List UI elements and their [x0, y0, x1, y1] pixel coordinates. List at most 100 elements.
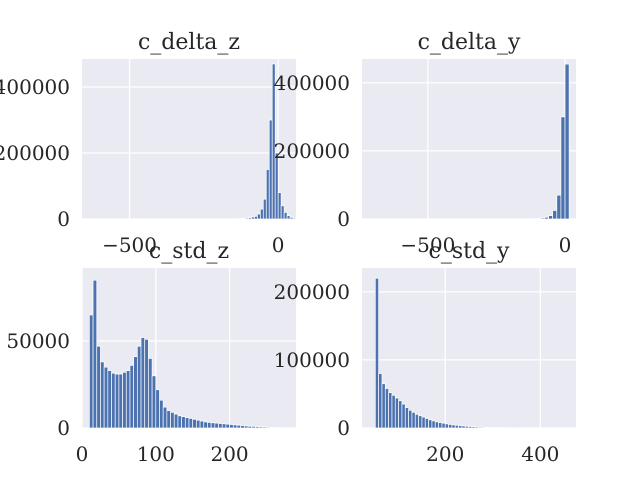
histogram-bar: [247, 425, 253, 429]
x-tick-label: 0: [559, 233, 572, 257]
histogram-bar: [96, 345, 101, 429]
histogram-bar: [103, 366, 109, 429]
histogram-bar: [242, 217, 246, 220]
histogram-bar: [225, 423, 230, 429]
subplot-title: c_std_y: [429, 239, 511, 264]
histogram-bar: [398, 400, 403, 429]
x-tick-label: 100: [137, 442, 175, 466]
histogram-bar: [280, 205, 285, 220]
histogram-bar: [118, 373, 123, 429]
x-tick-label: 0: [272, 233, 285, 257]
plot-background: [362, 59, 576, 219]
subplot-c-std-y: c_std_y 200 400 0 100000 200000: [274, 239, 576, 466]
histogram-bar: [411, 411, 416, 429]
histogram-bar: [266, 426, 271, 429]
histogram-bar: [269, 426, 275, 429]
histogram-bar: [394, 397, 399, 429]
histogram-bar: [255, 426, 260, 429]
histogram-bar: [414, 414, 419, 429]
histogram-bar: [245, 217, 249, 220]
histogram-bar: [404, 407, 409, 429]
histogram-bar: [199, 420, 205, 429]
x-tick-label: 200: [426, 442, 464, 466]
y-tick-label: 200000: [0, 141, 70, 165]
histogram-bar: [92, 279, 98, 429]
histogram-bar: [539, 217, 545, 220]
histogram-bar: [89, 314, 94, 429]
histogram-bar: [378, 373, 383, 429]
histogram-bar: [418, 415, 423, 429]
histogram-bar: [229, 424, 234, 429]
y-tick-label: 200000: [274, 280, 350, 304]
histogram-bar: [388, 392, 393, 429]
histogram-bar: [461, 425, 466, 429]
histogram-bar: [274, 152, 279, 220]
histogram-bar: [144, 338, 149, 429]
histogram-bar: [556, 194, 562, 220]
subplot-title: c_delta_y: [418, 30, 521, 55]
histogram-bar: [254, 216, 258, 220]
histogram-bar: [214, 422, 219, 429]
histogram-bar: [544, 216, 549, 220]
histogram-bar: [125, 370, 131, 429]
histogram-bar: [552, 210, 558, 220]
histogram-bar: [210, 422, 216, 429]
y-tick-label: 400000: [274, 71, 350, 95]
histogram-bar: [173, 413, 179, 429]
histogram-bar: [107, 370, 112, 429]
histogram-bar: [155, 389, 160, 429]
histogram-bar: [564, 63, 570, 220]
histogram-bar: [431, 420, 436, 429]
y-tick-label: 50000: [6, 329, 70, 353]
histogram-bar: [458, 425, 463, 429]
histogram-bar: [273, 427, 278, 429]
histogram-bar: [277, 192, 282, 220]
histogram-bar: [148, 358, 153, 429]
histogram-bar: [114, 373, 120, 429]
histogram-bar: [444, 423, 449, 429]
histogram-bar: [192, 418, 197, 429]
histogram-bar: [391, 394, 396, 429]
x-tick-label: 400: [521, 442, 559, 466]
histogram-bar: [177, 415, 182, 429]
histogram-bar: [374, 277, 379, 429]
histogram-bar: [151, 375, 157, 429]
histogram-bar: [203, 421, 208, 429]
histogram-bar: [464, 425, 469, 429]
histogram-bar: [159, 399, 164, 429]
histogram-bar: [262, 426, 267, 429]
histogram-bar: [292, 217, 297, 220]
histogram-bar: [232, 424, 238, 429]
histogram-bar: [481, 426, 486, 429]
histogram-bar: [258, 426, 264, 429]
histogram-bar: [122, 371, 127, 429]
histogram-bar: [170, 411, 175, 429]
histogram-bar: [428, 419, 433, 429]
y-tick-label: 400000: [0, 75, 70, 99]
histogram-bar: [286, 215, 291, 220]
histogram-bar: [381, 383, 386, 429]
histogram-bar: [421, 416, 426, 429]
histogram-bar: [251, 216, 255, 220]
subplot-c-delta-z: c_delta_z −500 0 0 200000 400000: [0, 30, 306, 257]
histogram-bar: [111, 372, 116, 429]
histogram-bar: [218, 423, 223, 429]
histogram-bar: [240, 425, 245, 429]
histogram-bar: [262, 198, 267, 220]
histogram-bar: [560, 116, 566, 220]
histogram-bar: [248, 217, 252, 220]
histogram-bar: [283, 212, 288, 220]
histogram-bar: [140, 337, 146, 429]
histogram-bar: [468, 426, 473, 429]
histogram-bar: [401, 403, 406, 429]
plot-background: [82, 59, 296, 219]
histogram-bar: [478, 426, 483, 429]
subplot-c-delta-y: c_delta_y −500 0 0 200000 400000: [274, 30, 576, 257]
histogram-bar: [535, 217, 541, 220]
histogram-bar: [207, 422, 212, 429]
histogram-bar: [162, 406, 168, 429]
histogram-bar: [434, 421, 439, 429]
histogram-bar: [454, 424, 459, 429]
x-tick-label: 200: [210, 442, 248, 466]
histogram-bar: [271, 63, 276, 220]
